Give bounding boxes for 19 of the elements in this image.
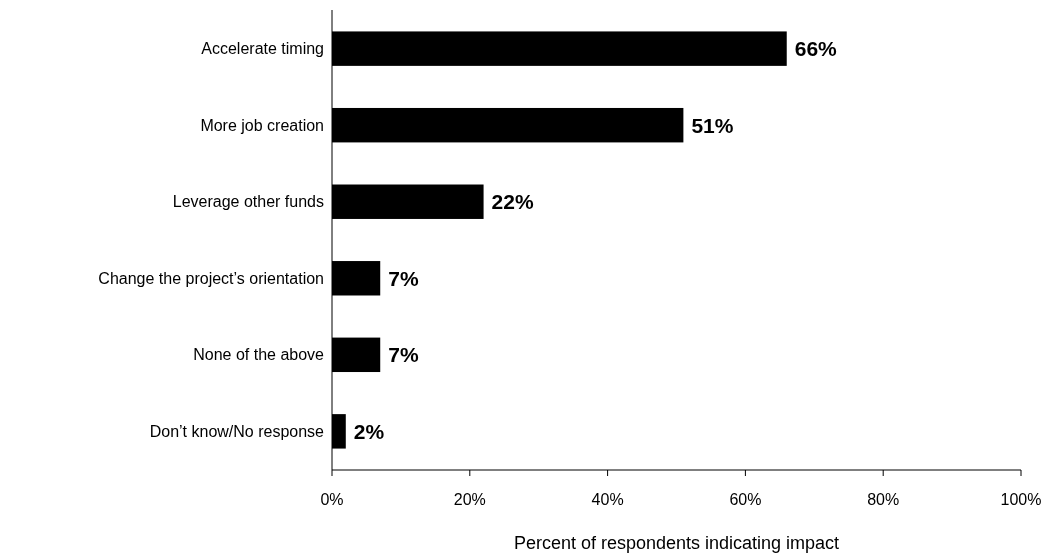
y-tick-label: Change the project’s orientation — [98, 269, 324, 287]
y-tick-label: More job creation — [200, 116, 324, 134]
data-label: 7% — [388, 343, 419, 367]
x-axis-title: Percent of respondents indicating impact — [513, 533, 840, 553]
data-label: 51% — [691, 113, 734, 137]
y-tick-label: Don’t know/No response — [149, 422, 325, 440]
x-tick-label: 20% — [453, 491, 486, 508]
y-tick-label: None of the above — [193, 346, 325, 364]
x-tick-label: 100% — [1000, 491, 1042, 508]
y-tick-label: Leverage other funds — [172, 193, 324, 211]
data-label: 7% — [388, 266, 419, 290]
data-label: 2% — [353, 419, 385, 443]
y-tick-label: Accelerate timing — [201, 40, 324, 58]
x-tick-label: 60% — [729, 491, 762, 508]
data-label: 66% — [794, 37, 838, 60]
x-tick-label: 80% — [867, 491, 900, 508]
data-label: 22% — [491, 190, 534, 214]
x-tick-label: 40% — [591, 491, 624, 508]
x-tick-label: 0% — [320, 491, 344, 508]
